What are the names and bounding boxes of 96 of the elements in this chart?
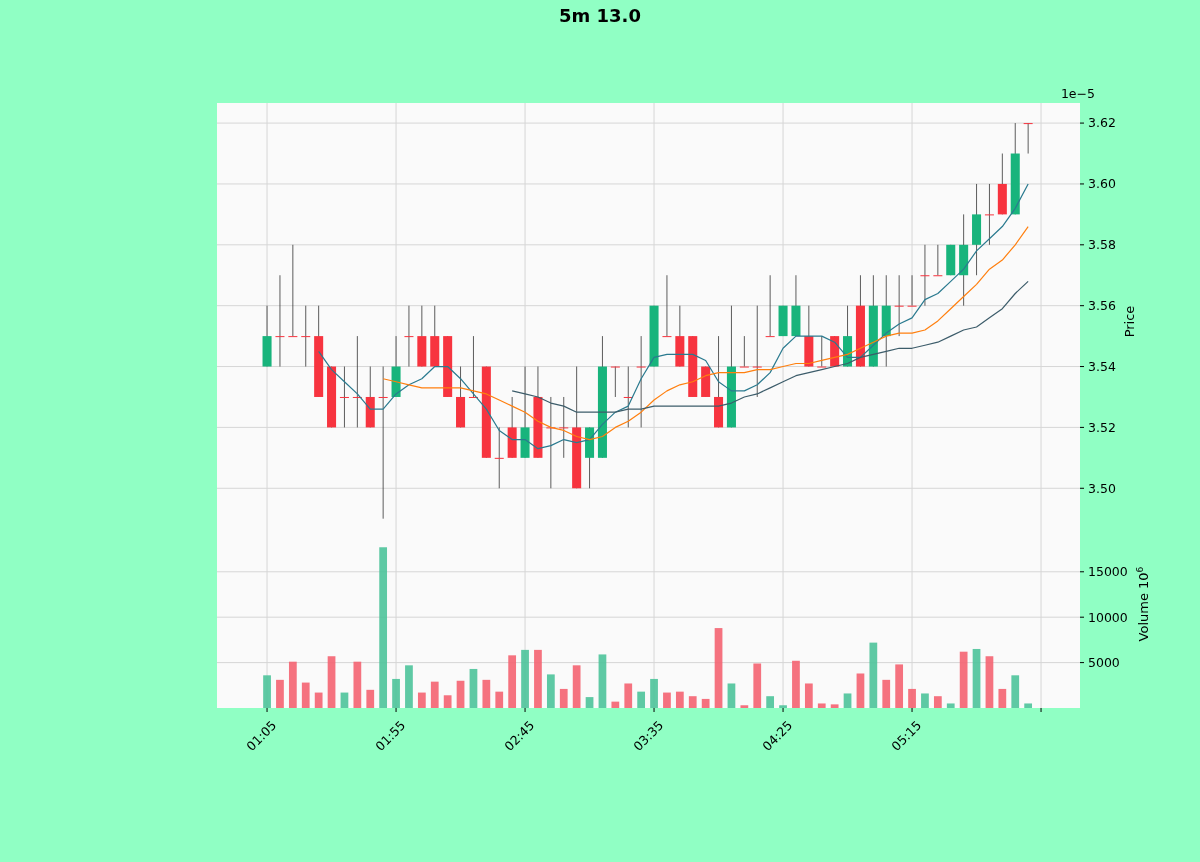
y-tick-label: 3.52 <box>1088 419 1116 435</box>
bar <box>921 693 929 708</box>
candlestick <box>275 274 285 367</box>
line-series <box>511 280 1029 413</box>
bar <box>804 683 813 708</box>
bar <box>688 696 697 708</box>
bar <box>534 649 542 708</box>
candlestick <box>404 305 414 367</box>
candlestick <box>920 244 930 307</box>
bar <box>779 705 787 708</box>
candlestick <box>1023 122 1033 154</box>
bar <box>469 668 478 708</box>
candlestick <box>765 274 775 338</box>
bar <box>314 692 323 708</box>
y-tick-label: 3.60 <box>1088 176 1116 192</box>
y-tick-label: 3.50 <box>1088 480 1116 496</box>
y-tick-label: 10000 <box>1088 609 1128 625</box>
bar <box>727 683 736 708</box>
candlestick <box>494 427 504 489</box>
bar <box>276 679 284 708</box>
bar <box>392 678 400 708</box>
candlestick <box>610 366 620 398</box>
bar <box>353 661 362 708</box>
candlestick <box>894 274 904 337</box>
bar <box>405 665 413 708</box>
bar <box>959 651 968 708</box>
bar <box>985 656 994 708</box>
bar <box>443 695 452 708</box>
bar <box>521 649 529 708</box>
bar <box>998 688 1007 708</box>
text: 1e−5 <box>1060 86 1095 101</box>
candlestick <box>752 305 762 398</box>
bar <box>675 691 684 708</box>
candlestick <box>817 335 827 368</box>
bar <box>817 703 826 708</box>
y-tick-label: 15000 <box>1088 564 1128 580</box>
line-series <box>382 225 1029 441</box>
bar <box>740 705 749 708</box>
bar <box>263 675 271 708</box>
bar <box>908 688 916 708</box>
bar <box>598 654 607 708</box>
bar <box>766 696 775 708</box>
candlestick <box>984 183 994 246</box>
bar <box>830 704 839 708</box>
bar <box>637 691 646 708</box>
bar <box>288 661 297 708</box>
y-axis-title: Price <box>1122 305 1137 338</box>
candlestick <box>933 244 943 277</box>
bar <box>546 674 555 708</box>
candlestick <box>378 366 388 520</box>
y-tick-label: 3.54 <box>1088 358 1116 374</box>
candlestick <box>907 274 917 307</box>
bar <box>933 696 942 708</box>
bar <box>508 655 517 708</box>
line-series <box>318 183 1029 450</box>
bar <box>1011 675 1020 708</box>
bar <box>663 692 671 708</box>
bar <box>895 664 904 708</box>
bar <box>559 688 568 708</box>
candlestick <box>301 305 311 367</box>
y-tick-label: 3.62 <box>1088 115 1116 131</box>
bar <box>650 678 658 708</box>
bar <box>482 679 491 708</box>
bar <box>869 642 878 708</box>
chart-title: 5m 13.0 <box>559 5 641 26</box>
y-tick-label: 3.58 <box>1088 237 1116 253</box>
candlestick <box>662 274 672 338</box>
candlestick <box>739 335 749 368</box>
bar <box>327 656 336 708</box>
bar <box>456 680 465 708</box>
bar <box>379 547 388 708</box>
bar <box>946 703 955 708</box>
bar <box>714 628 723 708</box>
bar <box>301 682 310 708</box>
bar <box>843 693 852 708</box>
bar <box>585 697 594 708</box>
bar <box>882 679 891 708</box>
bar <box>417 692 426 708</box>
bar <box>856 673 865 708</box>
bar <box>495 691 504 708</box>
candlestick <box>636 335 646 428</box>
bar <box>430 681 439 708</box>
bar <box>1024 703 1033 708</box>
bar <box>701 698 710 708</box>
bar <box>753 663 762 708</box>
bar <box>972 648 981 708</box>
bar <box>366 689 375 708</box>
bar <box>611 701 620 708</box>
candlestick <box>339 366 349 428</box>
bar <box>572 665 581 708</box>
y-tick-label: 5000 <box>1088 654 1120 670</box>
candlestick <box>288 244 298 338</box>
candlestick <box>559 396 569 459</box>
bar <box>624 683 633 708</box>
y-tick-label: 3.56 <box>1088 298 1116 314</box>
bar <box>792 660 800 708</box>
